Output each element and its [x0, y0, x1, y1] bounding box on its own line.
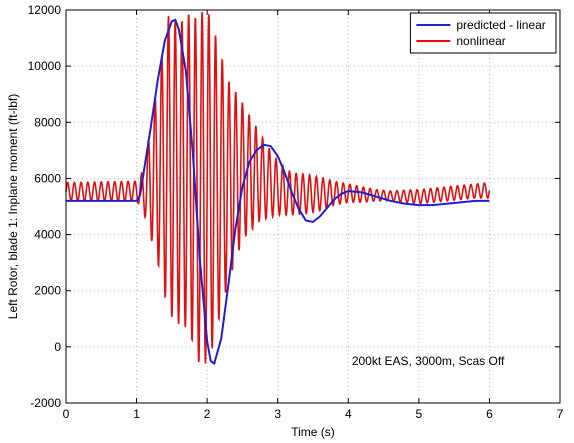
x-tick-label: 2: [204, 407, 211, 421]
y-tick-label: 0: [54, 340, 61, 354]
legend-label-nonlinear: nonlinear: [456, 34, 505, 48]
legend: predicted - linear nonlinear: [409, 12, 557, 54]
y-tick-label: 8000: [34, 115, 61, 129]
x-axis-label: Time (s): [291, 425, 335, 439]
y-tick-label: 2000: [34, 284, 61, 298]
grid: [65, 9, 561, 404]
y-axis-ticks: -2000 0 2000 4000 6000 8000 10000 12000: [28, 3, 560, 410]
plot-frame: [65, 9, 561, 404]
legend-label-predicted-linear: predicted - linear: [456, 18, 545, 32]
x-tick-label: 7: [557, 407, 564, 421]
x-tick-label: 5: [416, 407, 423, 421]
series-line-nonlinear: [65, 11, 491, 364]
y-tick-label: 4000: [34, 228, 61, 242]
x-tick-label: 0: [63, 407, 70, 421]
y-tick-label: 6000: [34, 171, 61, 185]
x-axis-ticks: 0 1 2 3 4 5 6 7: [63, 10, 564, 421]
series-line-predicted-linear: [65, 18, 490, 365]
x-tick-label: 4: [345, 407, 352, 421]
x-tick-label: 1: [133, 407, 140, 421]
y-tick-label: 12000: [28, 3, 62, 17]
y-tick-label: 10000: [28, 59, 62, 73]
y-tick-label: -2000: [30, 396, 61, 410]
y-axis-label: Left Rotor, blade 1: Inplane moment (ft-…: [6, 94, 20, 319]
annotation-text: 200kt EAS, 3000m, Scas Off: [352, 354, 505, 368]
legend-box: [409, 12, 557, 54]
series-layer: [65, 11, 491, 365]
x-tick-label: 6: [486, 407, 493, 421]
x-tick-label: 3: [274, 407, 281, 421]
